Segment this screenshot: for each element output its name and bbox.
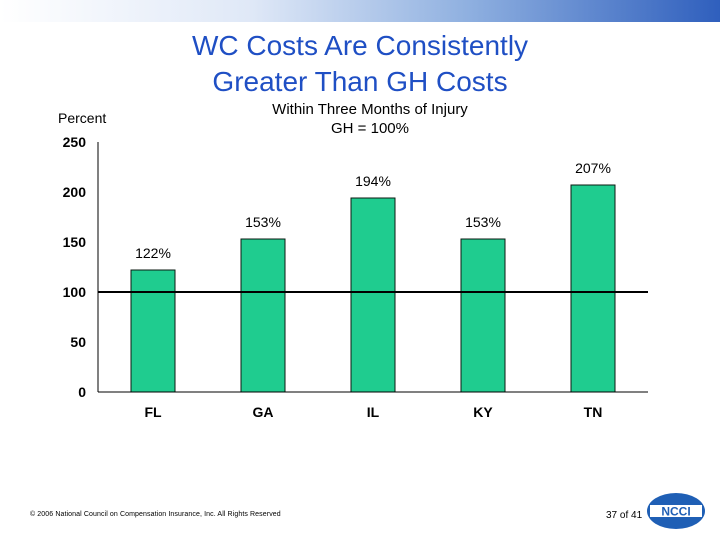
x-tick-label-ky: KY [473, 404, 493, 420]
data-label-tn: 207% [575, 160, 611, 176]
y-tick-label: 150 [63, 234, 87, 250]
y-tick-label: 50 [70, 334, 86, 350]
slide-title: WC Costs Are Consistently Greater Than G… [110, 28, 610, 100]
y-tick-label: 200 [63, 184, 87, 200]
bar-il [350, 197, 396, 393]
y-axis-unit-label: Percent [58, 110, 107, 126]
x-tick-label-tn: TN [584, 404, 603, 420]
title-line-2: Greater Than GH Costs [212, 66, 508, 97]
data-label-il: 194% [355, 173, 391, 189]
x-tick-label-il: IL [367, 404, 380, 420]
y-tick-label: 0 [78, 384, 86, 400]
chart-subtitle: Within Three Months of Injury GH = 100% [220, 100, 520, 138]
y-tick-label: 250 [63, 134, 87, 150]
top-banner [0, 0, 720, 22]
logo-text: NCCI [661, 505, 690, 519]
logo-band [650, 505, 702, 517]
bar-fl [130, 269, 176, 393]
data-label-fl: 122% [135, 245, 171, 261]
bar-tn [570, 184, 616, 393]
subtitle-line-1: Within Three Months of Injury [272, 101, 468, 118]
data-label-ga: 153% [245, 214, 281, 230]
copyright-footer: © 2006 National Council on Compensation … [30, 511, 281, 518]
data-label-ky: 153% [465, 214, 501, 230]
ncci-logo: NCCI [647, 493, 705, 529]
title-line-1: WC Costs Are Consistently [191, 30, 529, 61]
subtitle-line-2: GH = 100% [331, 120, 409, 137]
y-tick-label: 100 [63, 284, 87, 300]
bar-ga [240, 238, 286, 393]
x-tick-label-fl: FL [144, 404, 162, 420]
bar-ky [460, 238, 506, 393]
x-tick-label-ga: GA [253, 404, 274, 420]
page-number: 37 of 41 [606, 510, 643, 521]
